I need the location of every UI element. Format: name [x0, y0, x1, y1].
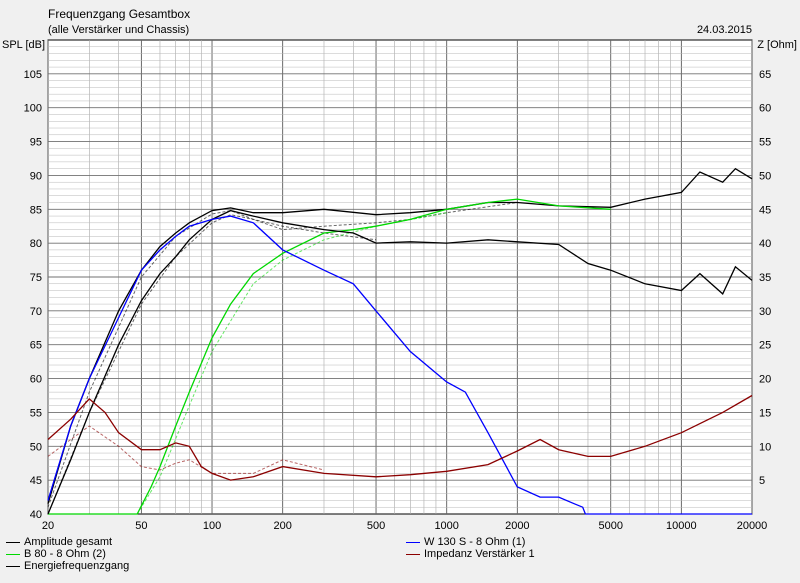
x-tick-label: 5000: [598, 520, 622, 532]
chart-date: 24.03.2015: [697, 24, 752, 36]
series-line-energiefrequenzgang: [47, 209, 753, 515]
legend-swatch: [6, 553, 20, 555]
y-right-tick-label: 5: [759, 475, 765, 487]
y-left-tick-label: 80: [30, 238, 42, 250]
legend-label: W 130 S - 8 Ohm (1): [424, 536, 526, 548]
y-axis-left-label: SPL [dB]: [2, 39, 45, 51]
y-left-tick-label: 100: [24, 103, 42, 115]
y-right-tick-label: 15: [759, 407, 771, 419]
y-right-tick-label: 10: [759, 441, 771, 453]
y-left-tick-label: 95: [30, 137, 42, 149]
y-right-tick-label: 25: [759, 340, 771, 352]
legend-label: Impedanz Verstärker 1: [424, 548, 535, 560]
y-left-tick-label: 45: [30, 475, 42, 487]
legend-label: Energiefrequenzgang: [24, 560, 130, 572]
x-tick-label: 10000: [666, 520, 697, 532]
legend-item-energiefrequenzgang: Energiefrequenzgang: [6, 560, 129, 572]
legend-swatch: [6, 565, 20, 567]
reference-curve-dashed: [47, 425, 325, 474]
y-left-tick-label: 75: [30, 272, 42, 284]
legend-label: B 80 - 8 Ohm (2): [24, 548, 106, 560]
y-right-tick-label: 55: [759, 137, 771, 149]
y-left-tick-label: 60: [30, 374, 42, 386]
chart-title: Frequenzgang Gesamtbox: [48, 7, 190, 21]
y-right-tick-label: 40: [759, 238, 771, 250]
y-right-tick-label: 50: [759, 170, 771, 182]
legend-item-impedanz: Impedanz Verstärker 1: [406, 548, 535, 560]
x-tick-label: 100: [203, 520, 221, 532]
y-right-tick-label: 45: [759, 204, 771, 216]
series-line-impedanz-verst-rker-1: [47, 394, 753, 481]
y-right-tick-label: 35: [759, 272, 771, 284]
y-axis-right-label: Z [Ohm]: [757, 39, 797, 51]
y-left-tick-label: 70: [30, 306, 42, 318]
reference-curve-dashed: [47, 214, 377, 515]
x-tick-label: 1000: [434, 520, 458, 532]
y-right-tick-label: 65: [759, 69, 771, 81]
legend-label: Amplitude gesamt: [24, 536, 113, 548]
x-tick-label: 50: [135, 520, 147, 532]
legend-swatch: [6, 541, 20, 543]
y-left-tick-label: 55: [30, 407, 42, 419]
y-left-tick-label: 50: [30, 441, 42, 453]
legend-swatch: [406, 541, 420, 543]
y-left-tick-label: 90: [30, 170, 42, 182]
x-tick-label: 500: [367, 520, 385, 532]
x-tick-label: 20: [42, 520, 54, 532]
y-left-tick-label: 85: [30, 204, 42, 216]
legend-swatch: [406, 553, 420, 555]
legend-item-b80: B 80 - 8 Ohm (2): [6, 548, 106, 560]
series-line-w-130-s-8-ohm-1: [47, 215, 752, 515]
y-left-tick-label: 65: [30, 340, 42, 352]
x-tick-label: 20000: [737, 520, 768, 532]
chart-subtitle: (alle Verstärker und Chassis): [48, 24, 189, 36]
y-right-tick-label: 20: [759, 374, 771, 386]
x-tick-label: 2000: [505, 520, 529, 532]
y-right-tick-label: 60: [759, 103, 771, 115]
y-left-tick-label: 105: [24, 69, 42, 81]
y-right-tick-label: 30: [759, 306, 771, 318]
x-tick-label: 200: [273, 520, 291, 532]
y-left-tick-label: 40: [30, 509, 42, 521]
legend-item-amplitude-gesamt: Amplitude gesamt: [6, 536, 112, 548]
legend-item-w130s: W 130 S - 8 Ohm (1): [406, 536, 525, 548]
series-line-b-80-8-ohm-2: [48, 198, 611, 515]
